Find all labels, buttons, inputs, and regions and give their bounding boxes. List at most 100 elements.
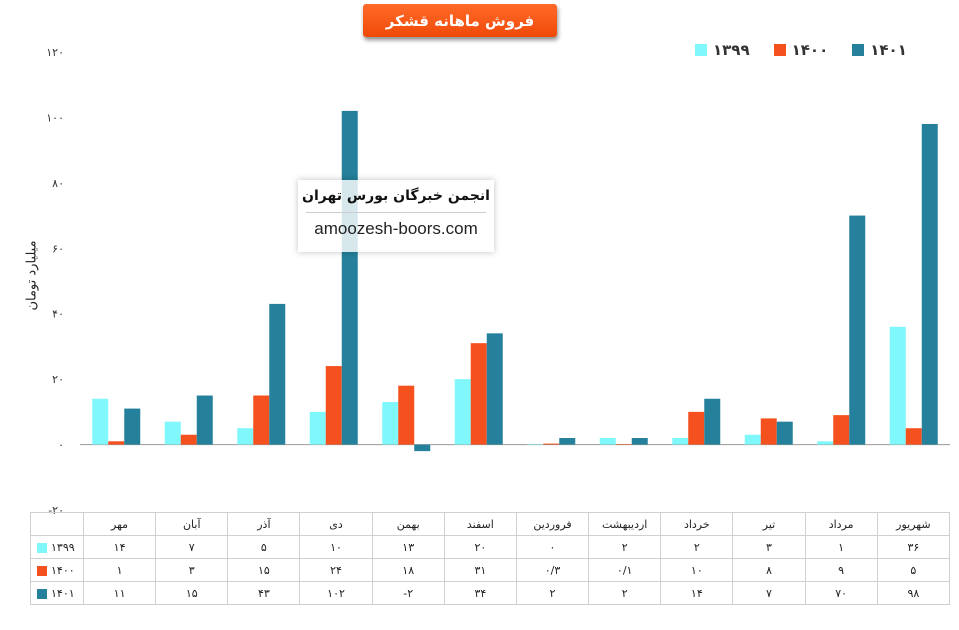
bar-۱۴۰۱ [124,408,141,445]
legend-item-1399: ۱۳۹۹ [695,41,750,59]
data-value: ۱۵ [227,558,301,582]
bar-۱۴۰۱ [776,421,793,445]
bar-۱۴۰۱ [414,444,431,452]
bar-۱۳۹۹ [454,379,471,445]
bar-۱۴۰۰ [398,385,415,445]
bar-۱۳۹۹ [92,398,109,445]
category-label: اردیبهشت [588,512,662,536]
data-value: ۱ [82,558,157,582]
bar-۱۴۰۱ [196,395,213,445]
data-value: ۲ [515,581,590,605]
category-label: آبان [155,512,229,536]
data-value: ۰/۱ [588,558,662,582]
y-tick-label: ۱۲۰ [46,46,64,59]
data-value: ۰ [515,535,590,559]
bar-۱۴۰۰ [760,418,777,445]
bar-۱۳۹۹ [672,438,689,445]
legend-item-1401: ۱۴۰۱ [852,41,907,59]
data-table: مهر آبان آذر دی بهمن اسفند فروردین اردیبهشت خردا… [30,512,951,605]
bar-۱۴۰۰ [688,411,705,445]
data-value: ۷ [732,581,806,605]
data-value: ۱۸ [371,558,445,582]
bar-۱۴۰۰ [543,443,560,445]
data-value: ۲۴ [299,558,373,582]
y-tick-label: ۶۰ [52,242,64,255]
category-label: آذر [227,512,301,536]
category-label: بهمن [371,512,445,536]
bar-۱۴۰۱ [704,398,721,445]
bar-۱۴۰۱ [631,438,648,445]
watermark-persian: انجمن خبرگان بورس تهران [302,188,490,204]
table-row: ۱۴۰۱ ۱۱ ۱۵ ۴۳ ۱۰۲ -۲ ۳۴ ۲ ۲ ۱۴ ۷ ۷۰ ۹۸ [30,581,951,605]
series-key [37,588,47,599]
data-value: ۸ [732,558,806,582]
legend-label-1399: ۱۳۹۹ [713,41,750,59]
bar-۱۴۰۰ [833,415,850,445]
series-name: ۱۴۰۱ [51,586,75,600]
data-value: ۱۰۲ [299,581,373,605]
legend-label-1400: ۱۴۰۰ [791,41,829,59]
bar-۱۳۹۹ [744,434,761,445]
data-value: ۵ [227,535,301,559]
bar-۱۴۰۰ [108,441,125,445]
watermark: انجمن خبرگان بورس تهران amoozesh-boors.c… [298,180,494,252]
data-value: ۱۴ [660,581,734,605]
category-label: خرداد [660,512,734,536]
series-name: ۱۳۹۹ [51,540,75,554]
bar-۱۴۰۱ [269,303,286,445]
bar-۱۳۹۹ [382,402,399,445]
bar-۱۳۹۹ [164,421,181,445]
data-value: ۳۶ [876,535,951,559]
data-value: ۳ [732,535,806,559]
category-label: تیر [732,512,806,536]
legend-swatch-1400 [773,44,786,56]
data-value: ۱ [804,535,878,559]
data-value: ۳ [155,558,229,582]
data-value: ۳۴ [443,581,517,605]
table-row: ۱۳۹۹ ۱۴ ۷ ۵ ۱۰ ۱۳ ۲۰ ۰ ۲ ۲ ۳ ۱ ۳۶ [30,535,951,559]
data-value: ۰/۳ [515,558,590,582]
bar-۱۴۰۱ [921,123,938,445]
bar-۱۳۹۹ [309,411,326,445]
y-tick-label: ۱۰۰ [46,111,64,124]
table-corner [30,512,84,536]
data-value: ۲ [588,581,662,605]
series-key [37,542,47,553]
legend-swatch-1399 [695,44,707,56]
bar-۱۴۰۰ [325,366,342,445]
bar-۱۴۰۰ [905,428,922,445]
y-tick-label: ۴۰ [52,308,64,321]
bar-۱۴۰۰ [180,434,197,445]
bar-۱۴۰۰ [253,395,270,445]
bar-۱۳۹۹ [817,441,834,445]
category-label: شهریور [876,512,951,536]
data-value: ۲ [588,535,662,559]
table-header-row: مهر آبان آذر دی بهمن اسفند فروردین اردیبهشت خردا… [30,512,951,536]
bar-۱۴۰۰ [470,343,487,445]
series-row-label: ۱۳۹۹ [30,535,84,559]
data-value: -۲ [371,581,445,605]
category-label: دی [299,512,373,536]
data-value: ۷۰ [804,581,878,605]
data-value: ۵ [876,558,951,582]
series-key [37,565,47,576]
legend-swatch-1401 [852,44,865,56]
bar-۱۴۰۱ [559,438,576,445]
data-value: ۹ [804,558,878,582]
bar-۱۳۹۹ [527,444,544,446]
data-value: ۱۱ [82,581,157,605]
bar-۱۴۰۰ [615,444,632,445]
legend: ۱۳۹۹ ۱۴۰۰ ۱۴۰۱ [695,41,907,59]
data-value: ۱۵ [155,581,229,605]
watermark-divider [306,212,486,213]
data-value: ۳۱ [443,558,517,582]
data-value: ۱۰ [660,558,734,582]
y-tick-label: ۰ [58,439,64,452]
bar-۱۳۹۹ [237,428,254,445]
category-label: مرداد [804,512,878,536]
y-tick-label: ۲۰ [52,373,64,386]
category-label: اسفند [443,512,517,536]
data-value: ۴۳ [227,581,301,605]
data-value: ۹۸ [876,581,951,605]
